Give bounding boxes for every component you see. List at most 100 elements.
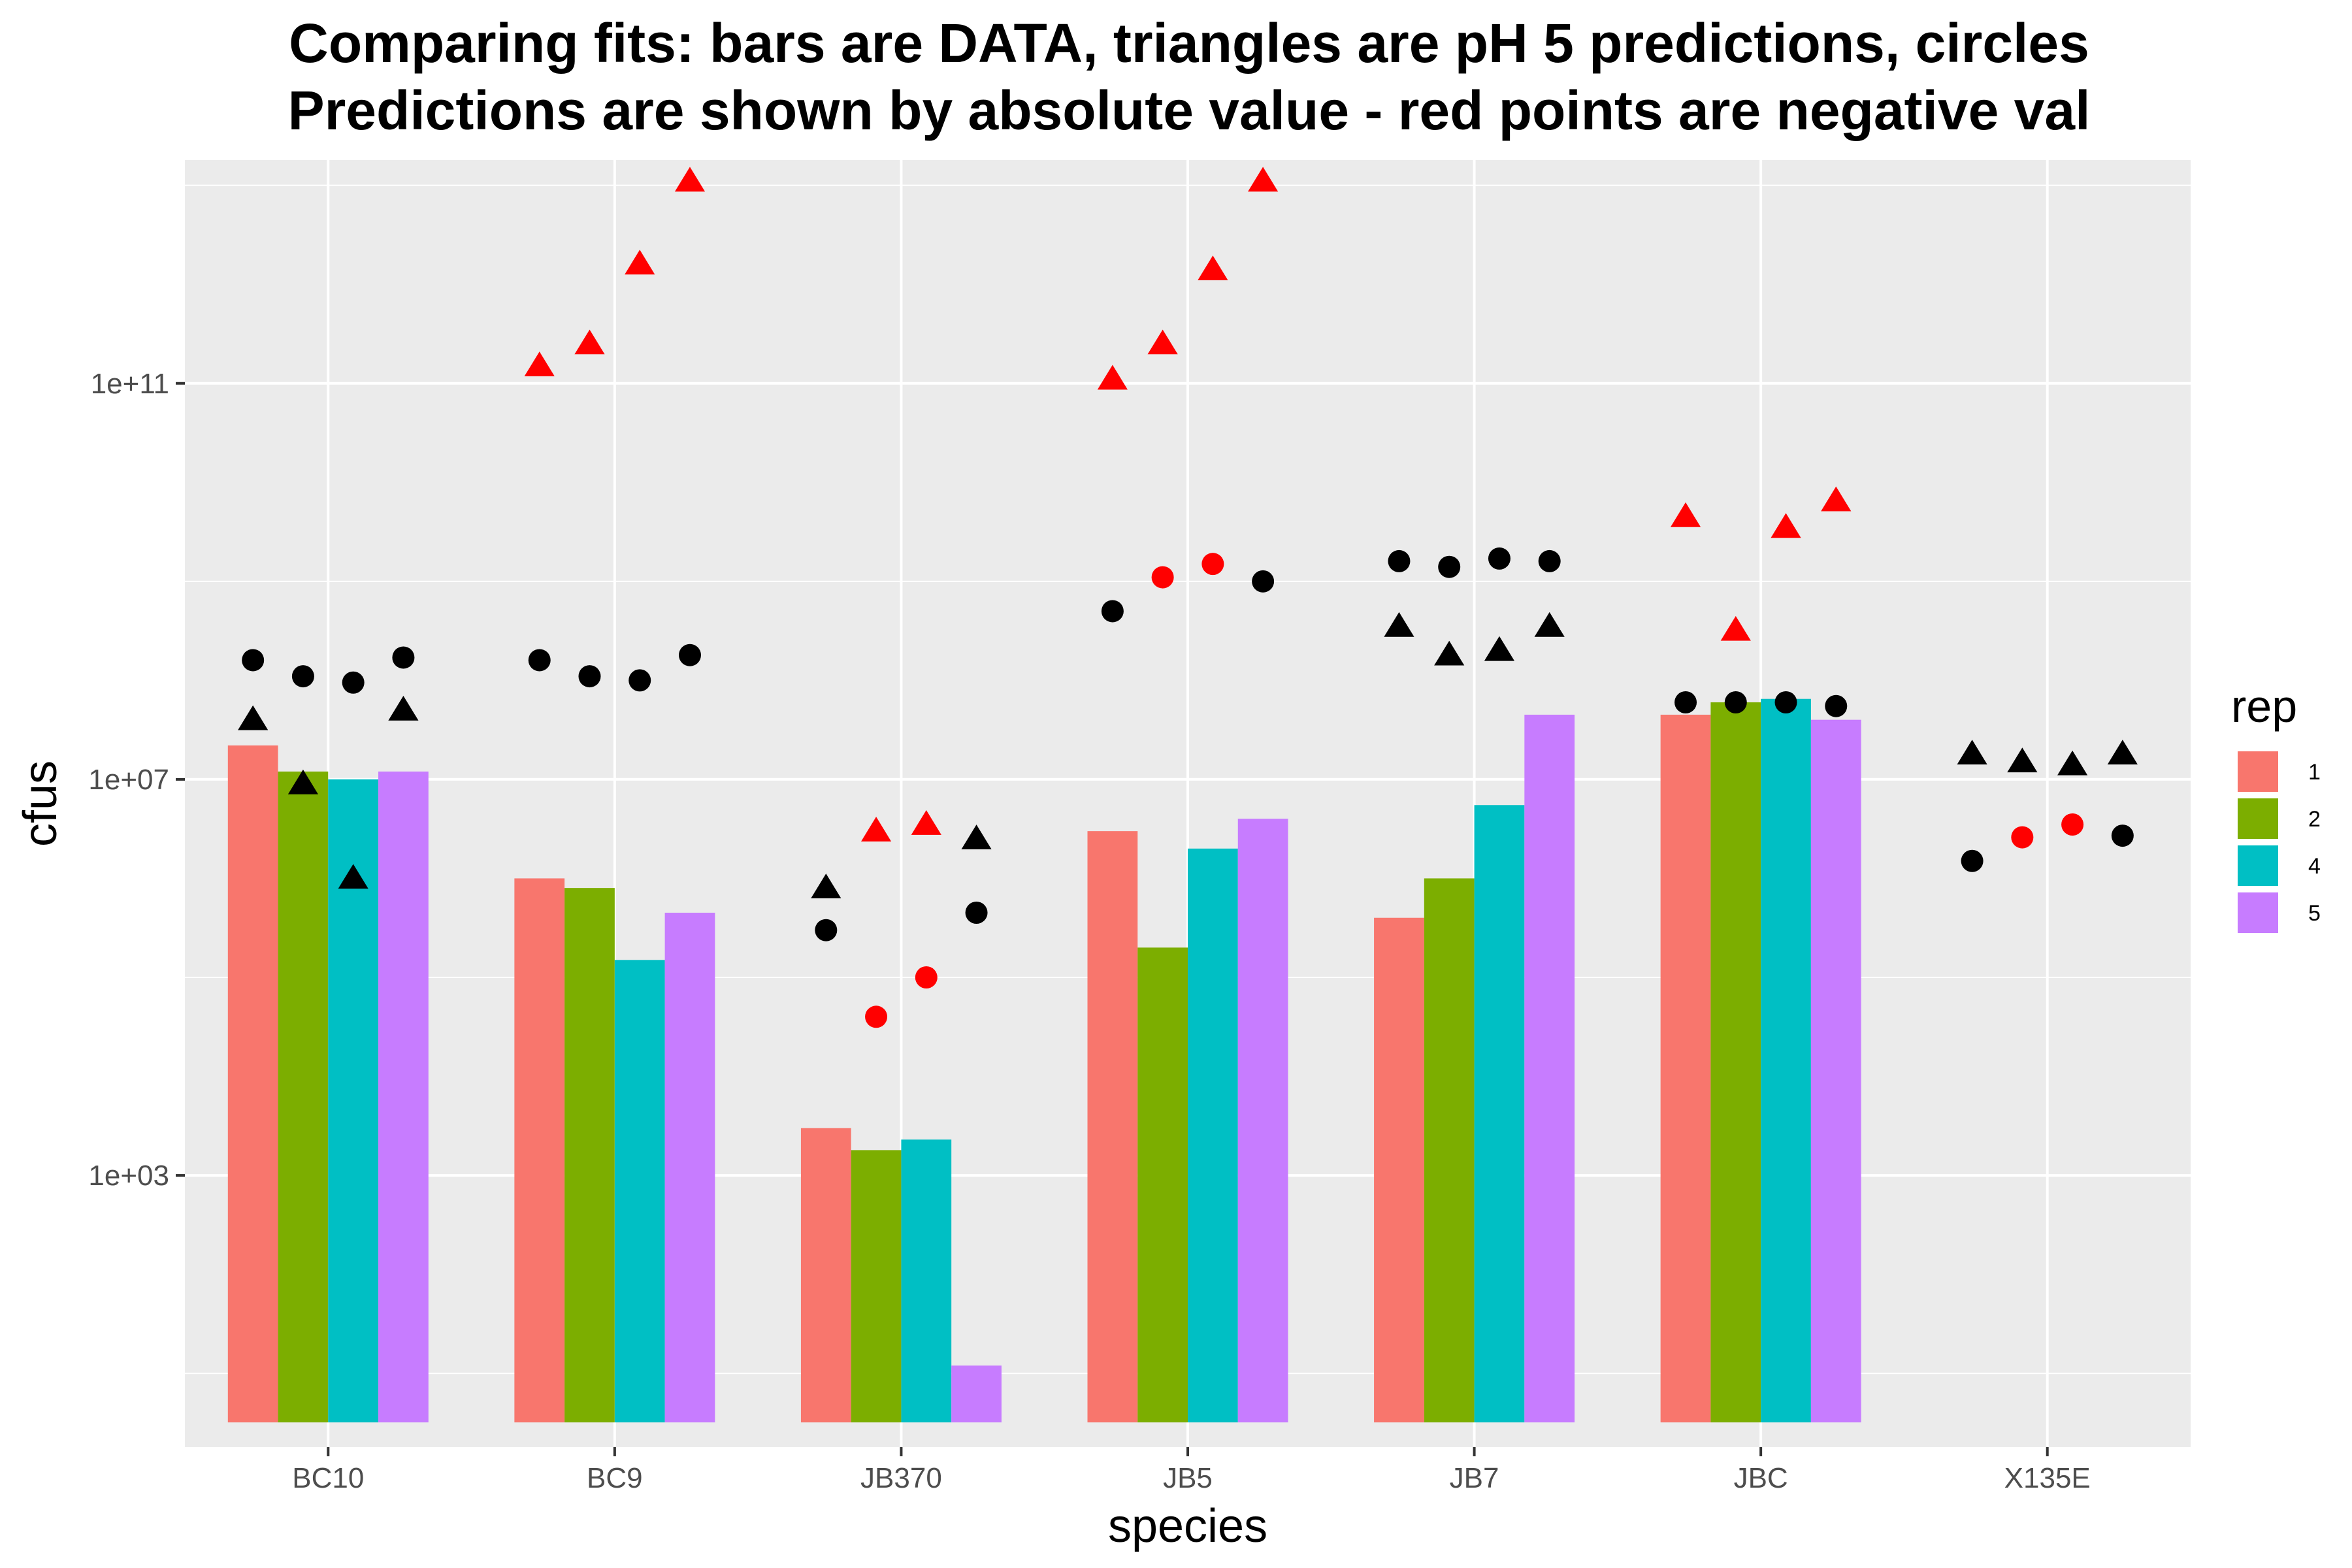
x-tick-label: BC9 [587,1462,643,1494]
bar-BC9-rep5 [664,913,715,1423]
legend-key-rep5 [2238,892,2278,933]
bar-JB7-rep4 [1474,805,1525,1423]
chart-title-line-1: Comparing fits: bars are DATA, triangles… [289,12,2089,74]
legend-key-rep1 [2238,751,2278,792]
triangle-marker-JB7-rep5 [1534,612,1565,637]
circle-marker-X135E-rep4 [2061,813,2084,836]
bar-JB370-rep2 [851,1150,902,1423]
legend-label-rep5: 5 [2308,901,2321,926]
circle-marker-JB5-rep2 [1151,566,1174,589]
bar-JB7-rep2 [1424,878,1475,1423]
triangle-marker-BC10-rep4 [338,864,368,889]
triangle-marker-X135E-rep1 [1957,740,1987,765]
bar-BC10-rep5 [378,771,429,1423]
triangle-marker-BC9-rep5 [674,167,706,192]
triangle-marker-BC10-rep5 [388,695,419,721]
triangle-marker-JB5-rep2 [1147,329,1178,355]
triangle-marker-JB370-rep2 [860,817,892,841]
circle-marker-X135E-rep2 [2011,826,2034,849]
legend-key-rep2 [2238,798,2278,839]
bar-JB370-rep4 [901,1139,952,1423]
circle-marker-BC10-rep5 [392,646,415,669]
triangle-marker-JB7-rep4 [1484,636,1515,661]
circle-marker-JB5-rep1 [1101,600,1124,623]
circle-marker-BC9-rep2 [578,665,601,688]
circle-marker-BC10-rep4 [342,671,365,694]
triangle-marker-JBC-rep2 [1720,615,1751,641]
markers [238,167,2138,1028]
triangle-marker-JB5-rep4 [1198,255,1228,280]
bar-JB5-rep4 [1188,848,1238,1423]
circle-marker-JB5-rep5 [1252,570,1275,593]
chart-title-line-2: Predictions are shown by absolute value … [288,80,2091,141]
legend-title: rep [2231,681,2297,732]
triangle-marker-JBC-rep5 [1821,486,1852,512]
bar-JB7-rep1 [1374,917,1424,1423]
circle-marker-BC9-rep5 [678,644,701,666]
y-tick-label: 1e+03 [88,1160,169,1192]
triangle-marker-BC10-rep1 [238,705,269,730]
legend-key-rep4 [2238,845,2278,886]
legend-label-rep4: 4 [2308,854,2321,879]
circle-marker-JB370-rep4 [915,966,938,988]
circle-marker-X135E-rep1 [1961,849,1984,872]
triangle-marker-JBC-rep1 [1670,502,1701,527]
bar-JB370-rep5 [951,1365,1002,1423]
y-axis: 1e+03 1e+07 1e+11 [88,368,185,1192]
bar-BC10-rep1 [227,745,278,1423]
bar-JBC-rep2 [1710,702,1761,1423]
triangle-marker-JB5-rep1 [1097,365,1128,390]
triangle-marker-JB370-rep1 [811,874,841,898]
bar-BC9-rep2 [564,888,615,1423]
circle-marker-JBC-rep2 [1724,691,1747,713]
circle-marker-JB7-rep4 [1488,547,1511,570]
y-axis-title: cfus [14,760,67,847]
triangle-marker-X135E-rep2 [2007,747,2038,773]
triangle-marker-X135E-rep4 [2057,750,2088,776]
y-tick-label: 1e+07 [88,764,169,796]
bar-JB7-rep5 [1524,714,1575,1423]
circle-marker-JBC-rep4 [1774,691,1797,713]
circle-marker-BC9-rep1 [528,649,551,672]
bar-JB5-rep1 [1087,831,1138,1423]
bars [227,698,1861,1423]
x-tick-label: X135E [2004,1462,2091,1494]
bar-JBC-rep5 [1810,719,1861,1423]
x-axis-title: species [1108,1500,1267,1552]
circle-marker-JB7-rep2 [1438,555,1461,578]
x-tick-label: BC10 [292,1462,364,1494]
bar-BC9-rep4 [614,960,665,1423]
triangle-marker-JB370-rep4 [911,810,941,835]
x-tick-label: JBC [1734,1462,1788,1494]
triangle-marker-BC9-rep4 [625,250,655,275]
x-tick-label: JB5 [1163,1462,1213,1494]
legend: rep 1 2 4 5 [2231,681,2321,933]
circle-marker-JBC-rep5 [1825,694,1848,717]
triangle-marker-BC10-rep2 [287,769,319,794]
chart-title: Comparing fits: bars are DATA, triangles… [288,12,2091,141]
bar-JB5-rep5 [1237,819,1288,1423]
bar-JBC-rep4 [1761,698,1811,1423]
y-tick-label: 1e+11 [91,368,169,400]
bar-BC9-rep1 [514,878,565,1423]
circle-marker-BC9-rep4 [629,669,651,692]
x-tick-label: JB7 [1450,1462,1499,1494]
circle-marker-JB370-rep1 [815,919,838,941]
bar-JB370-rep1 [800,1128,851,1423]
circle-marker-BC10-rep2 [291,665,314,688]
circle-marker-JB5-rep4 [1201,553,1224,576]
triangle-marker-JBC-rep4 [1771,513,1801,538]
triangle-marker-BC9-rep2 [574,329,605,355]
triangle-marker-BC9-rep1 [524,351,555,376]
triangle-marker-JB370-rep5 [961,825,992,849]
x-axis: BC10 BC9 JB370 JB5 JB7 JBC X135E [292,1447,2091,1494]
circle-marker-BC10-rep1 [242,649,265,672]
triangle-marker-X135E-rep5 [2107,740,2138,765]
circle-marker-JB370-rep5 [965,902,988,924]
x-tick-label: JB370 [860,1462,942,1494]
triangle-marker-JB7-rep2 [1434,640,1465,666]
circle-marker-X135E-rep5 [2111,825,2134,847]
legend-label-rep2: 2 [2308,807,2321,832]
triangle-marker-JB7-rep1 [1384,612,1414,637]
